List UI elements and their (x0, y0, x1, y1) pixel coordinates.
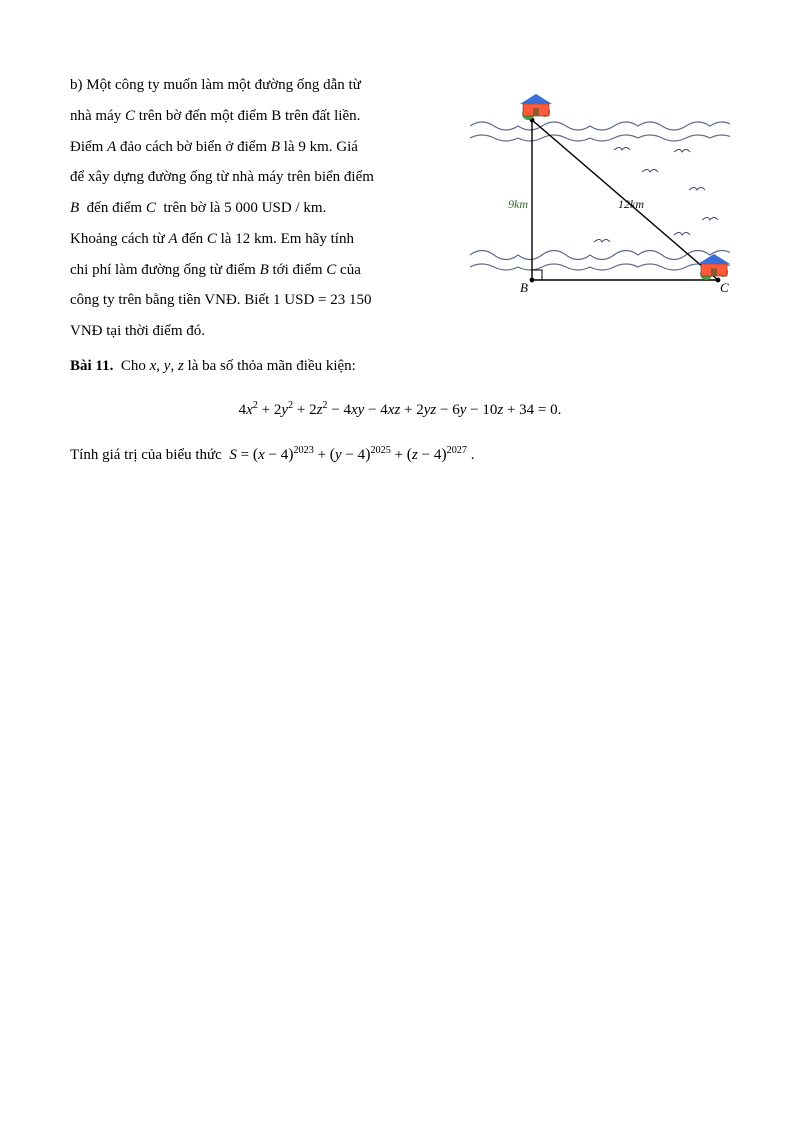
pb-line: b) Một công ty muốn làm một đường ống dẫ… (70, 77, 361, 93)
triangle-figure: ABC9km12km (470, 80, 730, 295)
pb-line: chi phí làm đường ống từ điểm B tới điểm… (70, 262, 361, 278)
pb-line: Điểm A đảo cách bờ biển ở điểm B là 9 km… (70, 139, 358, 155)
pb-line: VNĐ tại thời điểm đó. (70, 323, 205, 339)
figure-column: ABC9km12km (470, 70, 730, 295)
pb-line: Khoảng cách từ A đến C là 12 km. Em hãy … (70, 231, 354, 247)
pb-line: công ty trên bằng tiền VNĐ. Biết 1 USD =… (70, 292, 372, 308)
bai11-equation: 4x2 + 2y2 + 2z2 − 4xy − 4xz + 2yz − 6y −… (70, 395, 730, 425)
svg-text:C: C (720, 280, 729, 295)
bai11-intro: Bài 11. Cho x, y, z là ba số thỏa mãn đi… (70, 351, 730, 381)
svg-text:9km: 9km (508, 197, 528, 211)
svg-text:B: B (520, 280, 528, 295)
problem-b-text: b) Một công ty muốn làm một đường ống dẫ… (70, 70, 458, 347)
pb-line: B đến điểm C trên bờ là 5 000 USD / km. (70, 200, 326, 216)
bai11-prefix: Bài 11. (70, 358, 113, 374)
pb-line: để xây dựng đường ống từ nhà máy trên bi… (70, 169, 374, 185)
bai11-final: Tính giá trị của biểu thức S = (x − 4)20… (70, 439, 730, 471)
pb-line: nhà máy C trên bờ đến một điểm B trên đấ… (70, 108, 360, 124)
svg-text:12km: 12km (618, 197, 644, 211)
bai11-intro-text: Cho x, y, z là ba số thỏa mãn điều kiện: (113, 358, 356, 374)
